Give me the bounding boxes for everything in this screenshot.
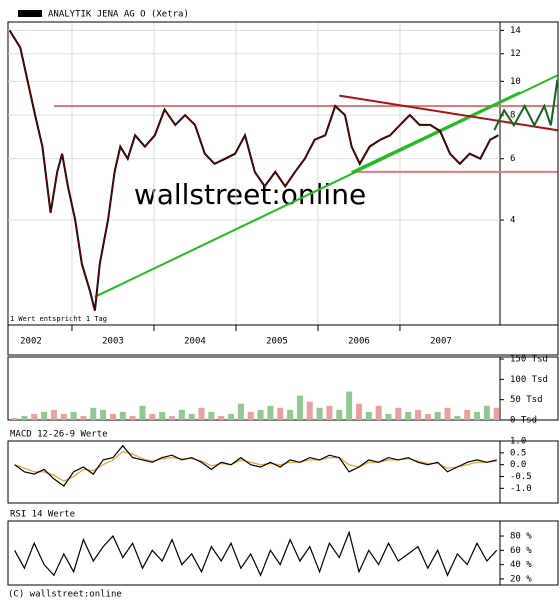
volume-bar <box>355 403 362 420</box>
volume-bar <box>237 403 244 420</box>
x-tick-label: 2007 <box>430 337 452 347</box>
y-tick-label: 0 Tsd <box>510 416 537 426</box>
volume-bar <box>41 411 48 420</box>
volume-bar <box>277 407 284 420</box>
panel-frame <box>7 440 559 504</box>
volume-bar <box>218 415 225 420</box>
volume-bar <box>395 407 402 420</box>
y-tick-label: 40 % <box>510 560 532 570</box>
indicator-line <box>14 530 498 577</box>
note: 1 Wert entspricht 1 Tag <box>10 315 107 323</box>
volume-bar <box>31 413 38 420</box>
legend-swatch <box>18 10 42 17</box>
trend-line <box>339 94 558 132</box>
volume-bar <box>336 409 343 420</box>
volume-bar <box>296 395 303 420</box>
y-tick-label: 50 Tsd <box>510 395 543 405</box>
volume-bar <box>346 391 353 420</box>
volume-bar <box>444 407 451 420</box>
y-tick-label: 0.5 <box>510 448 526 458</box>
indicator-line <box>14 450 497 482</box>
trend-line <box>351 91 521 174</box>
y-tick-label: 10 <box>510 77 521 87</box>
volume-bar <box>464 409 471 420</box>
volume-bar <box>434 411 441 420</box>
volume-bar <box>119 411 126 420</box>
watermark: wallstreet:online <box>134 178 366 211</box>
legend-label: ANALYTIK JENA AG O (Xetra) <box>48 10 189 20</box>
volume-bar <box>90 407 97 420</box>
volume-bar <box>287 409 294 420</box>
volume-bar <box>326 405 333 420</box>
volume-bar <box>405 411 412 420</box>
volume-bar <box>149 413 156 420</box>
volume-bar <box>257 409 264 420</box>
volume-bar <box>228 413 235 420</box>
y-tick-label: 1.0 <box>510 437 526 447</box>
volume-bar <box>188 413 195 420</box>
indicator-line <box>14 444 497 487</box>
volume-bar <box>267 405 274 420</box>
volume-bar <box>483 405 490 420</box>
y-tick-label: -1.0 <box>510 484 532 494</box>
y-tick-label: 6 <box>510 154 515 164</box>
y-tick-label: 60 % <box>510 546 532 556</box>
y-tick-label: 0.0 <box>510 460 526 470</box>
y-tick-label: -0.5 <box>510 472 532 482</box>
x-tick-label: 2005 <box>266 337 288 347</box>
x-tick-label: 2002 <box>20 337 42 347</box>
trend-line <box>94 74 558 298</box>
volume-bar <box>375 405 382 420</box>
volume-bar <box>415 409 421 420</box>
volume-bar <box>474 411 481 420</box>
volume-bar <box>178 409 185 420</box>
volume-bar <box>70 411 77 420</box>
y-tick-label: 100 Tsd <box>510 375 548 385</box>
volume-bar <box>11 417 18 420</box>
volume-bar <box>129 415 136 420</box>
volume-bar <box>100 409 107 420</box>
panel-frame <box>7 520 559 586</box>
y-tick-label: 14 <box>510 26 521 36</box>
y-tick-label: 80 % <box>510 532 532 542</box>
volume-bar <box>139 405 146 420</box>
volume-bar <box>424 413 431 420</box>
volume-bar <box>316 407 323 420</box>
volume-bar <box>50 409 57 420</box>
y-tick-label: 150 Tsd <box>510 355 548 365</box>
volume-bar <box>454 415 461 420</box>
x-tick-label: 2004 <box>184 337 206 347</box>
volume-bar <box>159 411 166 420</box>
volume-bar <box>493 407 500 420</box>
x-tick-label: 2006 <box>348 337 370 347</box>
volume-bar <box>208 411 215 420</box>
volume-bar <box>109 413 116 420</box>
price-trace <box>9 30 499 311</box>
panel-frame <box>7 21 559 326</box>
volume-bar <box>247 411 254 420</box>
y-tick-label: 4 <box>510 216 515 226</box>
volume-bar <box>80 415 87 420</box>
footer: (C) wallstreet:online <box>8 590 122 600</box>
volume-bar <box>21 415 28 420</box>
y-tick-label: 12 <box>510 49 521 59</box>
y-tick-label: 8 <box>510 111 515 121</box>
volume-bar <box>169 415 175 420</box>
volume-bar <box>365 411 372 420</box>
trend-line <box>493 79 558 131</box>
x-tick-label: 2003 <box>102 337 124 347</box>
volume-bar <box>198 407 205 420</box>
panel-label: RSI 14 Werte <box>10 510 75 520</box>
y-tick-label: 20 % <box>510 574 532 584</box>
volume-bar <box>385 413 392 420</box>
panel-label: MACD 12-26-9 Werte <box>10 430 108 440</box>
volume-bar <box>60 413 67 420</box>
volume-bar <box>306 401 313 420</box>
